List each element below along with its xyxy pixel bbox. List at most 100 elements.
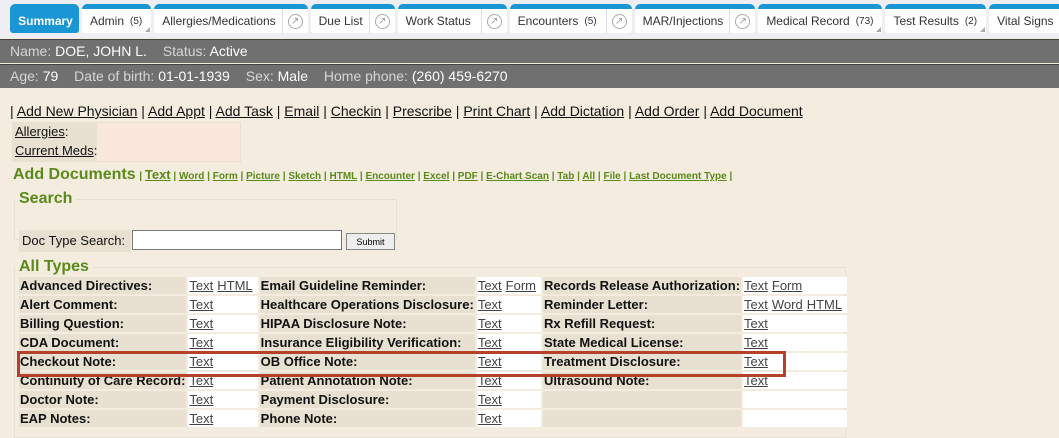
doc-format-link-text[interactable]: Text xyxy=(477,297,502,312)
tab-admin[interactable]: Admin (5) xyxy=(82,4,152,33)
doc-type-links: Text Form xyxy=(743,277,848,294)
doc-format-link-text[interactable]: Text xyxy=(189,316,214,331)
doc-type-links: Text xyxy=(476,315,541,332)
doc-format-link-form[interactable]: Form xyxy=(505,278,536,293)
tab-label: Summary xyxy=(18,14,73,28)
current-meds-link[interactable]: Current Meds xyxy=(15,143,94,158)
doc-format-link-text[interactable]: Text xyxy=(744,297,768,312)
doc-type-name: Treatment Disclosure xyxy=(544,354,677,369)
doc-format-link-html[interactable]: HTML xyxy=(217,278,253,293)
doc-format-link-text[interactable]: Text xyxy=(744,373,768,388)
doc-link-e-chart-scan[interactable]: E-Chart Scan xyxy=(486,171,549,182)
doc-link-file[interactable]: File xyxy=(603,171,621,182)
doc-format-link-text[interactable]: Text xyxy=(189,392,214,407)
doc-format-link-text[interactable]: Text xyxy=(744,278,768,293)
doc-type-label: Rx Refill Request: xyxy=(543,315,742,332)
doc-type-links xyxy=(743,410,848,427)
action-print-chart[interactable]: Print Chart xyxy=(463,103,531,119)
submit-button[interactable]: Submit xyxy=(346,233,395,250)
doc-format-link-text[interactable]: Text xyxy=(477,316,502,331)
doc-format-link-text[interactable]: Text xyxy=(744,316,768,331)
action-add-new-physician[interactable]: Add New Physician xyxy=(16,103,138,119)
tab-summary[interactable]: Summary xyxy=(10,4,79,33)
doc-link-sketch[interactable]: Sketch xyxy=(288,171,322,182)
doc-type-label: Reminder Letter: xyxy=(543,296,742,313)
doc-type-name: Insurance Eligibility Verification xyxy=(260,335,458,350)
doc-type-label: Billing Question: xyxy=(19,315,187,332)
doc-link-word[interactable]: Word xyxy=(179,171,205,182)
tab-label: Allergies/Medications xyxy=(162,14,276,28)
doc-format-link-text[interactable]: Text xyxy=(477,373,502,388)
doc-types-table: Advanced Directives: Text HTML Email Guidel… xyxy=(17,275,849,429)
search-section: Search Doc Type Search: Submit xyxy=(14,190,397,252)
all-types-legend: All Types xyxy=(19,258,89,275)
tab-count: (5) xyxy=(584,15,597,27)
doc-type-name: Reminder Letter xyxy=(544,297,644,312)
doc-type-label: Doctor Note: xyxy=(19,391,187,408)
action-checkin[interactable]: Checkin xyxy=(330,103,382,119)
popout-button[interactable]: ↗ xyxy=(729,9,755,33)
doc-format-link-text[interactable]: Text xyxy=(477,392,502,407)
doc-link-picture[interactable]: Picture xyxy=(246,171,280,182)
action-add-dictation[interactable]: Add Dictation xyxy=(540,103,625,119)
popout-button[interactable]: ↗ xyxy=(281,9,308,33)
phone-label: Home phone: xyxy=(323,68,408,84)
status-label: Status: xyxy=(162,43,207,59)
doc-link-form[interactable]: Form xyxy=(212,171,238,182)
action-add-appt[interactable]: Add Appt xyxy=(148,103,205,119)
tab-label: MAR/Injections xyxy=(642,14,724,28)
doc-format-link-text[interactable]: Text xyxy=(744,354,768,369)
doc-format-link-text[interactable]: Text xyxy=(477,335,502,350)
action-add-task[interactable]: Add Task xyxy=(215,103,273,119)
doc-format-link-word[interactable]: Word xyxy=(771,297,803,312)
doc-type-label: Treatment Disclosure: xyxy=(543,353,742,370)
add-documents-title: Add Documents xyxy=(13,166,136,183)
tab-encounters[interactable]: Encounters (5) ↗ xyxy=(509,4,632,33)
search-legend: Search xyxy=(19,190,73,207)
doc-format-link-text[interactable]: Text xyxy=(189,278,214,293)
action-add-document[interactable]: Add Document xyxy=(710,103,803,119)
doc-link-excel[interactable]: Excel xyxy=(423,171,450,182)
doc-type-label: Records Release Authorization: xyxy=(543,277,742,294)
doc-link-pdf[interactable]: PDF xyxy=(457,171,478,182)
doc-format-link-text[interactable]: Text xyxy=(477,354,502,369)
doc-type-name: Email Guideline Reminder xyxy=(260,278,422,293)
popout-button[interactable]: ↗ xyxy=(480,9,507,33)
table-row: Alert Comment: Text Healthcare Operations … xyxy=(19,296,848,313)
action-email[interactable]: Email xyxy=(284,103,320,119)
allergies-link[interactable]: Allergies xyxy=(15,124,65,139)
doc-type-links: Text xyxy=(188,296,258,313)
doc-link-tab[interactable]: Tab xyxy=(557,171,575,182)
add-documents: Add Documents | Text | Word | Form | Pic… xyxy=(13,166,733,183)
doc-format-link-text[interactable]: Text xyxy=(477,411,502,426)
popout-button[interactable]: ↗ xyxy=(605,9,632,33)
tab-work-status[interactable]: Work Status ↗ xyxy=(397,4,507,33)
doc-type-name: Advanced Directives xyxy=(20,278,148,293)
doc-format-link-form[interactable]: Form xyxy=(771,278,803,293)
doc-format-link-html[interactable]: HTML xyxy=(806,297,843,312)
doc-format-link-text[interactable]: Text xyxy=(189,297,214,312)
doc-format-link-text[interactable]: Text xyxy=(189,335,214,350)
tab-due-list[interactable]: Due List ↗ xyxy=(310,4,395,33)
doc-link-encounter[interactable]: Encounter xyxy=(365,171,415,182)
doc-link-html[interactable]: HTML xyxy=(329,171,358,182)
doc-type-search-input[interactable] xyxy=(132,230,342,250)
doc-format-link-text[interactable]: Text xyxy=(189,354,214,369)
doc-format-link-text[interactable]: Text xyxy=(744,335,768,350)
doc-link-last-document-type[interactable]: Last Document Type xyxy=(629,171,727,182)
doc-format-link-text[interactable]: Text xyxy=(477,278,502,293)
doc-link-all[interactable]: All xyxy=(582,171,596,182)
doc-type-name: Continuity of Care Record xyxy=(20,373,182,388)
doc-link-text[interactable]: Text xyxy=(144,167,171,182)
tab-mar-injections[interactable]: MAR/Injections ↗ xyxy=(634,4,756,33)
popout-button[interactable]: ↗ xyxy=(368,9,395,33)
tab-label: Due List xyxy=(318,14,363,28)
tab-test-results[interactable]: Test Results (2) xyxy=(885,4,987,33)
doc-format-link-text[interactable]: Text xyxy=(189,373,214,388)
doc-format-link-text[interactable]: Text xyxy=(189,411,214,426)
action-add-order[interactable]: Add Order xyxy=(634,103,700,119)
tab-allergies-medications[interactable]: Allergies/Medications ↗ xyxy=(154,4,308,33)
tab-vital-signs[interactable]: Vital Signs↗ xyxy=(989,4,1059,33)
tab-medical-record[interactable]: Medical Record (73) xyxy=(758,4,883,33)
action-prescribe[interactable]: Prescribe xyxy=(392,103,452,119)
